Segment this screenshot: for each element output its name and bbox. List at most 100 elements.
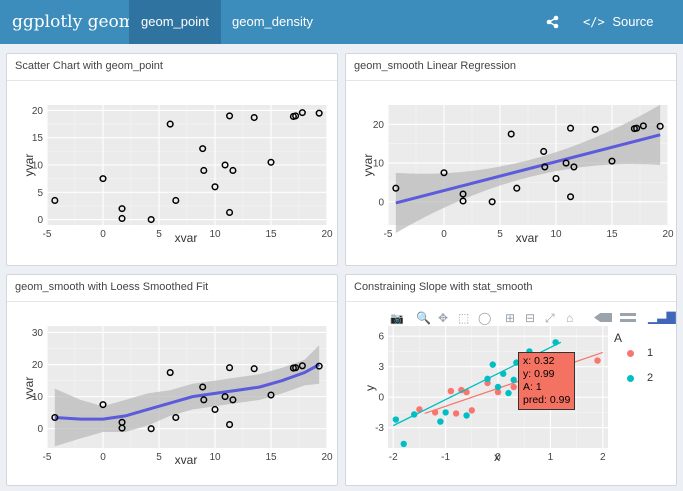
data-point-group-2[interactable] [410, 411, 418, 418]
data-point[interactable] [200, 166, 208, 175]
data-point[interactable] [392, 184, 400, 192]
data-point[interactable] [570, 163, 578, 171]
data-point[interactable] [229, 166, 237, 175]
data-point[interactable] [540, 147, 548, 156]
data-point[interactable] [250, 113, 258, 122]
data-point[interactable] [250, 365, 258, 373]
data-point[interactable] [172, 196, 180, 205]
data-point[interactable] [226, 208, 234, 217]
data-point-group-2[interactable] [552, 339, 559, 346]
data-point[interactable] [221, 161, 229, 169]
data-point-group-2[interactable] [437, 418, 444, 425]
data-point-group-2[interactable] [494, 383, 502, 391]
data-point[interactable] [292, 112, 300, 120]
tab-geom-point[interactable]: geom_point [129, 0, 221, 44]
data-point[interactable] [507, 130, 515, 138]
data-point[interactable] [200, 396, 208, 404]
data-point[interactable] [608, 157, 616, 165]
data-point[interactable] [639, 122, 647, 130]
data-point[interactable] [552, 174, 560, 183]
data-point[interactable] [567, 193, 575, 201]
data-point[interactable] [562, 159, 570, 167]
data-point-group-2[interactable] [400, 440, 407, 448]
box-select-icon[interactable]: ⬚ [458, 311, 470, 325]
data-point[interactable] [211, 405, 219, 414]
data-point-group-2[interactable] [500, 370, 507, 377]
tab-geom-density[interactable]: geom_density [232, 14, 313, 29]
data-point[interactable] [147, 425, 155, 433]
data-point[interactable] [567, 124, 575, 132]
data-point[interactable] [298, 362, 306, 370]
zoom-icon[interactable]: 🔍 [416, 311, 431, 325]
data-point-group-1[interactable] [447, 387, 455, 395]
lasso-icon[interactable]: ◯ [478, 311, 492, 325]
data-point[interactable] [541, 163, 549, 171]
x-tick-label: 10 [209, 229, 221, 240]
data-point-group-2[interactable] [484, 375, 491, 383]
data-point[interactable] [591, 125, 599, 133]
data-point[interactable] [459, 197, 467, 205]
data-point[interactable] [99, 401, 107, 409]
data-point[interactable] [99, 175, 107, 183]
data-point[interactable] [199, 145, 207, 153]
data-point-group-2[interactable] [513, 359, 520, 366]
data-point[interactable] [229, 396, 237, 404]
data-point[interactable] [147, 215, 155, 224]
data-point[interactable] [315, 362, 323, 370]
data-point[interactable] [267, 391, 275, 399]
data-point[interactable] [118, 214, 126, 223]
data-point-group-1[interactable] [594, 357, 601, 364]
data-point[interactable] [656, 122, 664, 130]
data-point[interactable] [118, 424, 126, 432]
data-point-group-2[interactable] [442, 409, 449, 416]
data-point[interactable] [199, 383, 207, 391]
data-point[interactable] [226, 112, 234, 120]
data-point-group-2[interactable] [510, 376, 517, 384]
reset-axes-icon[interactable]: ⌂ [566, 311, 574, 325]
data-point-group-1[interactable] [510, 383, 517, 391]
camera-icon[interactable]: 📷 [390, 313, 404, 325]
data-point[interactable] [459, 190, 467, 198]
data-point[interactable] [488, 198, 496, 206]
autoscale-icon[interactable]: ⤢ [545, 311, 555, 325]
data-point[interactable] [221, 393, 229, 401]
compare-hover-icon[interactable] [620, 313, 636, 322]
panel-title: geom_smooth Linear Regression [354, 60, 517, 72]
data-point[interactable] [226, 364, 234, 372]
data-point-group-1[interactable] [494, 388, 502, 396]
data-point[interactable] [633, 124, 641, 132]
data-point[interactable] [172, 413, 180, 422]
data-point-group-1[interactable] [452, 410, 460, 417]
pan-icon[interactable]: ✥ [438, 311, 449, 325]
data-point-group-1[interactable] [468, 407, 476, 414]
data-point[interactable] [267, 158, 275, 166]
panel-divider [346, 80, 676, 81]
data-point[interactable] [166, 120, 174, 128]
data-point[interactable] [440, 169, 448, 177]
data-point[interactable] [298, 109, 306, 117]
data-point-group-2[interactable] [392, 416, 400, 423]
zoom-out-icon[interactable]: ⊟ [525, 311, 536, 325]
x-tick-label: 5 [497, 229, 503, 240]
data-point[interactable] [292, 364, 300, 372]
data-point[interactable] [315, 109, 323, 117]
spike-lines-icon[interactable] [594, 313, 612, 322]
data-point[interactable] [51, 196, 59, 205]
data-point-group-1[interactable] [431, 409, 439, 416]
data-point-group-1[interactable] [416, 406, 423, 413]
data-point[interactable] [513, 184, 521, 192]
data-point[interactable] [166, 369, 174, 377]
data-point-group-2[interactable] [463, 412, 470, 419]
app-brand[interactable]: ggplotly geoms [12, 12, 144, 32]
data-point[interactable] [118, 205, 126, 213]
loess-line[interactable] [54, 363, 320, 421]
plotly-logo-icon[interactable]: ▁▃▇ [648, 310, 676, 324]
zoom-in-icon[interactable]: ⊞ [505, 311, 516, 325]
data-point[interactable] [211, 183, 219, 191]
data-point-group-2[interactable] [489, 361, 496, 368]
regression-line[interactable] [395, 133, 661, 205]
data-point[interactable] [226, 421, 234, 429]
data-point-group-2[interactable] [505, 389, 512, 397]
data-point[interactable] [51, 413, 59, 422]
